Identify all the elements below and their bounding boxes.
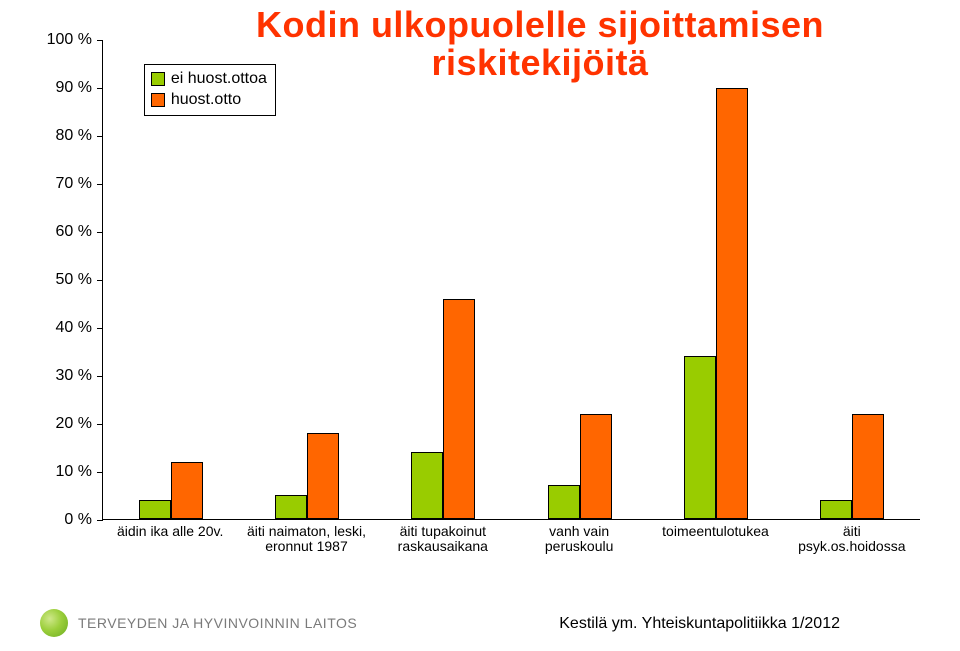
title-line-1: Kodin ulkopuolelle sijoittamisen xyxy=(256,4,824,45)
y-tick-label: 50 % xyxy=(40,271,92,289)
y-tick xyxy=(97,184,103,185)
y-tick-label: 80 % xyxy=(40,127,92,145)
legend-item: ei huost.ottoa xyxy=(151,69,267,90)
y-tick-label: 10 % xyxy=(40,463,92,481)
y-tick xyxy=(97,280,103,281)
legend-item: huost.otto xyxy=(151,90,267,111)
legend-label: ei huost.ottoa xyxy=(171,69,267,90)
x-tick-label: vanh vainperuskoulu xyxy=(511,520,647,550)
bar xyxy=(820,500,852,519)
y-tick xyxy=(97,232,103,233)
category xyxy=(648,40,784,519)
category xyxy=(784,40,920,519)
y-tick xyxy=(97,40,103,41)
x-tick-label: äidin ika alle 20v. xyxy=(102,520,238,550)
bar xyxy=(443,299,475,519)
bar-group xyxy=(275,40,339,519)
x-tick-label: äiti naimaton, leski,eronnut 1987 xyxy=(238,520,374,550)
legend: ei huost.ottoahuost.otto xyxy=(144,64,276,116)
legend-label: huost.otto xyxy=(171,90,241,111)
bar xyxy=(684,356,716,519)
x-axis: äidin ika alle 20v.äiti naimaton, leski,… xyxy=(102,520,920,550)
org-name: TERVEYDEN JA HYVINVOINNIN LAITOS xyxy=(78,615,357,631)
chart: 0 %10 %20 %30 %40 %50 %60 %70 %80 %90 %1… xyxy=(40,40,920,550)
y-tick-label: 20 % xyxy=(40,415,92,433)
bar xyxy=(852,414,884,519)
bar xyxy=(307,433,339,519)
bar xyxy=(139,500,171,519)
slide: Kodin ulkopuolelle sijoittamisen riskite… xyxy=(0,0,960,651)
bar xyxy=(580,414,612,519)
category xyxy=(375,40,511,519)
footer: TERVEYDEN JA HYVINVOINNIN LAITOS Kestilä… xyxy=(0,597,960,637)
y-tick xyxy=(97,88,103,89)
y-tick-label: 90 % xyxy=(40,79,92,97)
legend-swatch-icon xyxy=(151,72,165,86)
x-tick-label: äitipsyk.os.hoidossa xyxy=(784,520,920,550)
bar-group xyxy=(820,40,884,519)
legend-swatch-icon xyxy=(151,93,165,107)
x-tick-label: äiti tupakoinutraskausaikana xyxy=(375,520,511,550)
bar xyxy=(716,88,748,519)
bar-group xyxy=(411,40,475,519)
y-tick-label: 30 % xyxy=(40,367,92,385)
org-block: TERVEYDEN JA HYVINVOINNIN LAITOS xyxy=(40,609,357,637)
org-logo-icon xyxy=(40,609,68,637)
bar-group xyxy=(548,40,612,519)
y-tick-label: 40 % xyxy=(40,319,92,337)
y-axis: 0 %10 %20 %30 %40 %50 %60 %70 %80 %90 %1… xyxy=(40,40,98,550)
y-tick xyxy=(97,136,103,137)
y-tick xyxy=(97,424,103,425)
plot-area: ei huost.ottoahuost.otto xyxy=(102,40,920,520)
y-tick xyxy=(97,376,103,377)
bar xyxy=(275,495,307,519)
bar xyxy=(171,462,203,519)
y-tick-label: 0 % xyxy=(40,511,92,529)
bar xyxy=(411,452,443,519)
category xyxy=(512,40,648,519)
x-tick-label: toimeentulotukea xyxy=(647,520,783,550)
bar xyxy=(548,485,580,519)
y-tick-label: 70 % xyxy=(40,175,92,193)
y-tick xyxy=(97,472,103,473)
y-tick-label: 60 % xyxy=(40,223,92,241)
y-tick xyxy=(97,328,103,329)
y-tick-label: 100 % xyxy=(40,31,92,49)
source-text: Kestilä ym. Yhteiskuntapolitiikka 1/2012 xyxy=(559,615,840,633)
bar-group xyxy=(684,40,748,519)
